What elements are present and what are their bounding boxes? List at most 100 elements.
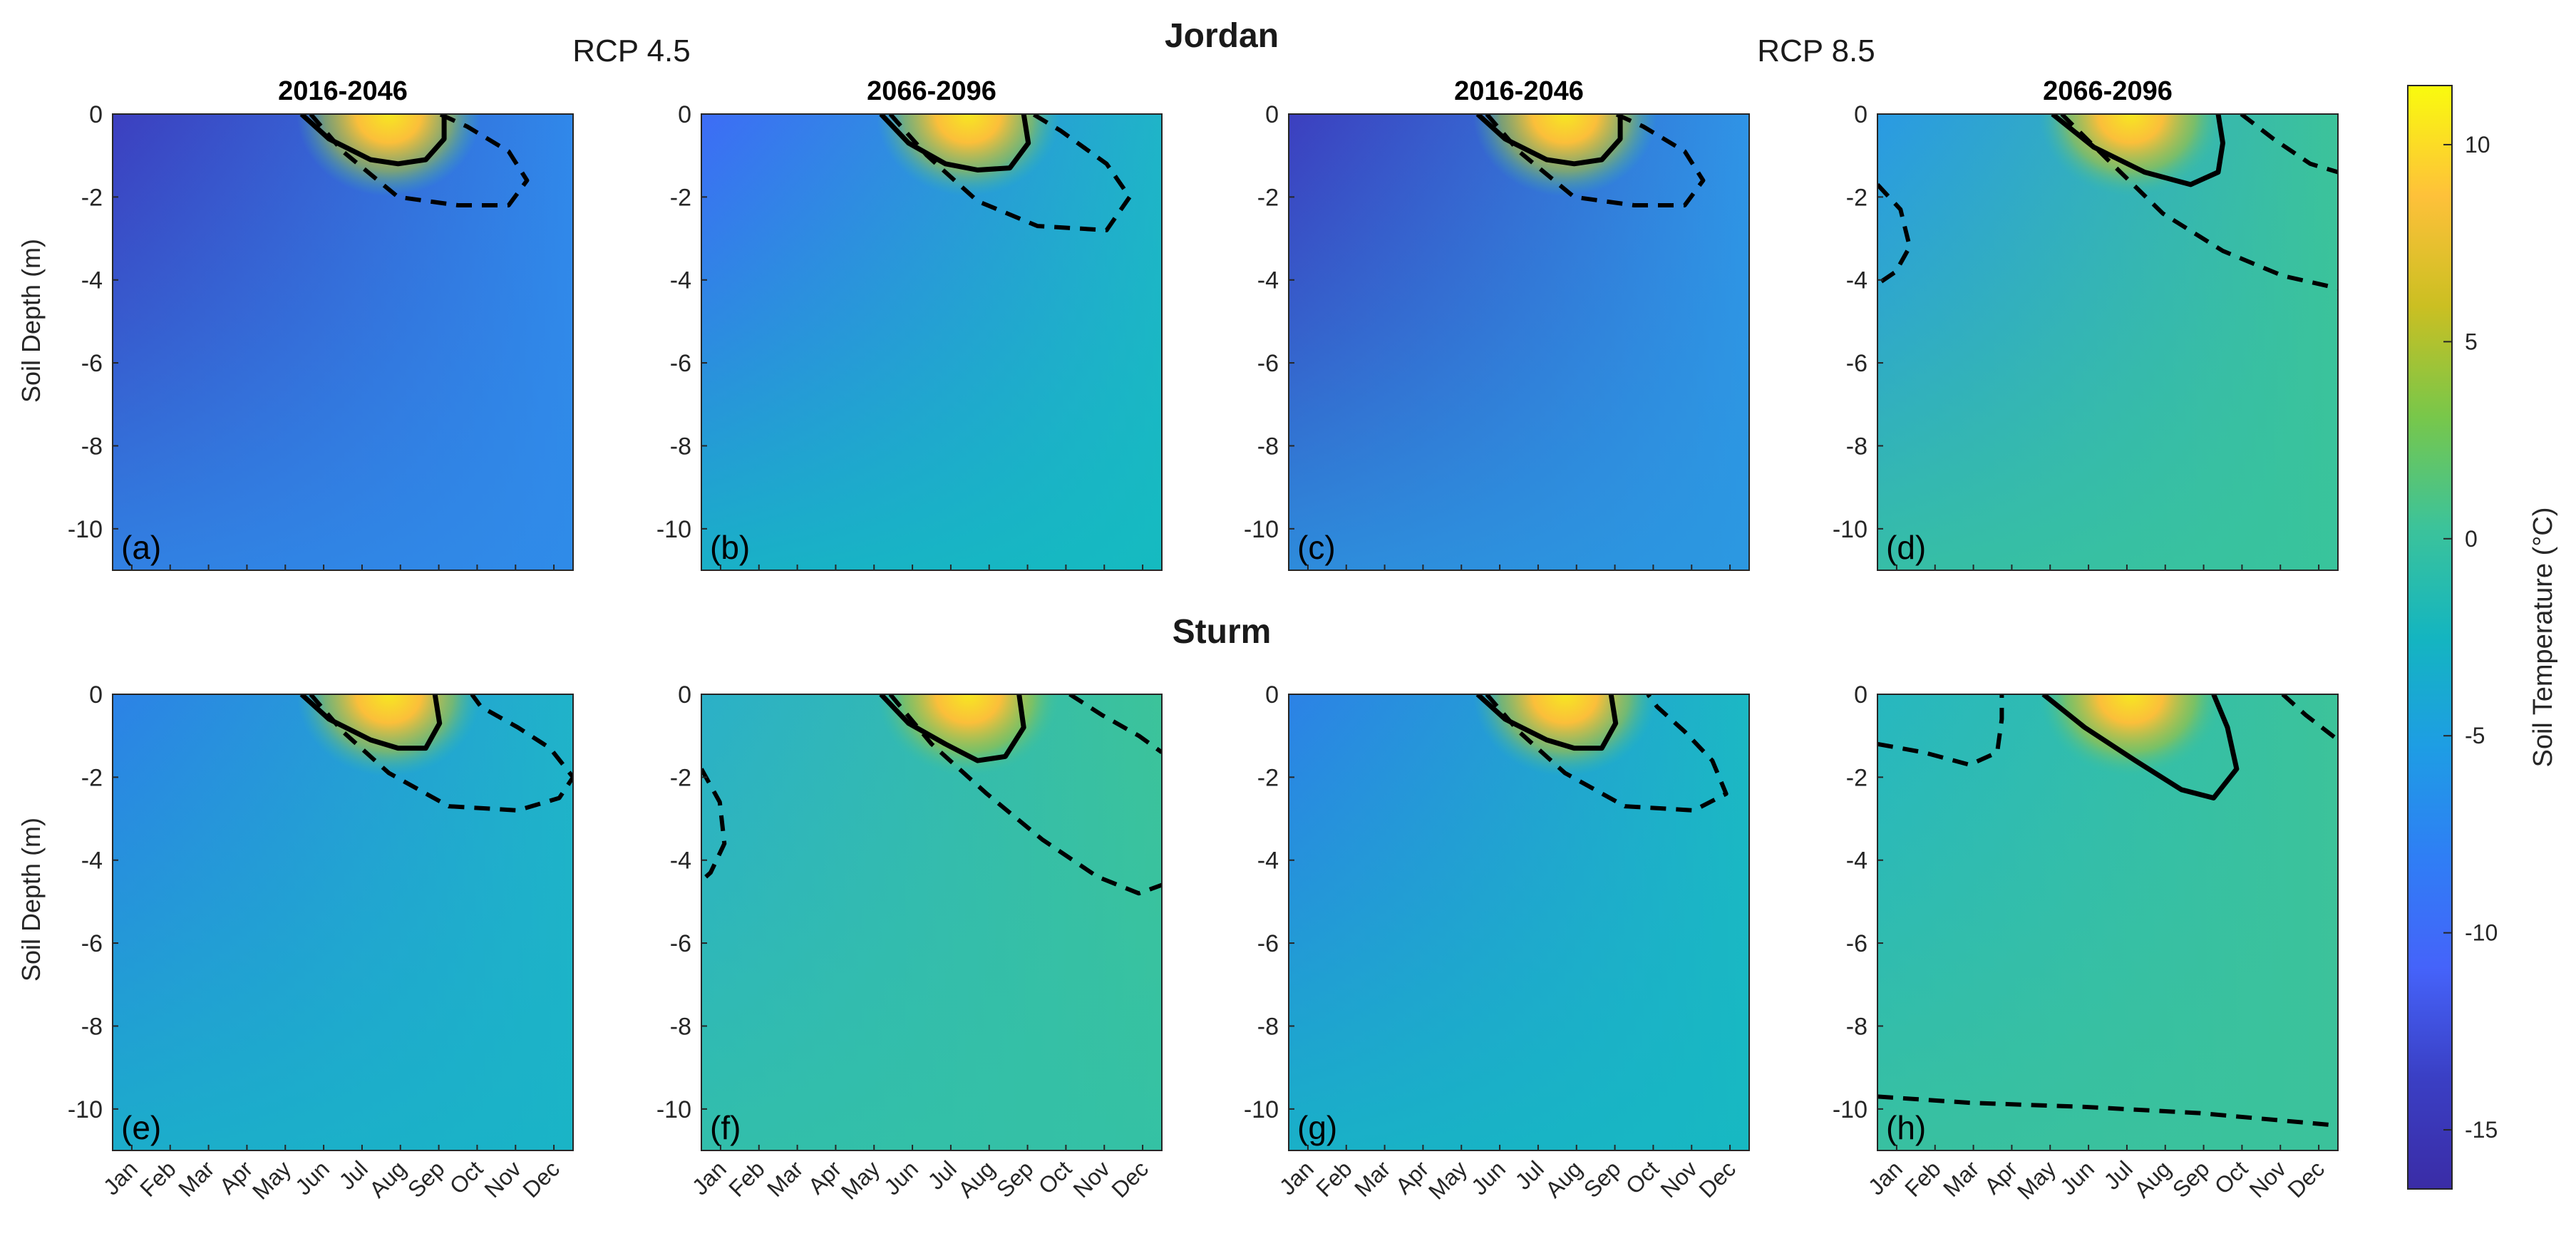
x-tick-label: Jun — [2055, 1155, 2099, 1200]
panel-contours — [876, 114, 1132, 232]
x-tick-label: Sep — [2168, 1155, 2215, 1202]
y-tick-label: 0 — [1265, 101, 1279, 128]
contour-0c-dashed — [1485, 114, 1706, 207]
contour-5c-solid — [299, 114, 447, 167]
panel-grid: (a) 2016-2046 0 -2 -4 -6 -8 -10 (b) 2066-2096 0 -2 -… — [68, 76, 2339, 1205]
panel-d: (d) 2066-2096 0 -2 -4 -6 -8 -10 — [1833, 76, 2339, 571]
y-tick-label: 0 — [89, 101, 103, 128]
warm-anomaly — [1473, 114, 1657, 197]
y-tick-label: -6 — [1257, 350, 1279, 377]
panel-b: (b) 2066-2096 0 -2 -4 -6 -8 -10 — [656, 76, 1163, 571]
contour-5c-solid — [2041, 694, 2240, 800]
x-tick-label: Feb — [723, 1155, 769, 1201]
panel-heatmap-depth-shade — [1289, 694, 1749, 1150]
contour-5c-solid — [879, 694, 1026, 763]
colorbar-label: Soil Temperature (°C) — [2528, 507, 2558, 767]
column-title: 2016-2046 — [278, 76, 408, 106]
y-tick-label: -4 — [1846, 267, 1867, 294]
panel-heatmap-depth-shade — [701, 114, 1162, 570]
scenario-header-rcp45: RCP 4.5 — [572, 34, 691, 68]
x-tick-label: Nov — [1656, 1155, 1703, 1202]
contour-0c-dashed — [309, 114, 530, 207]
x-tick-label: Dec — [1106, 1155, 1153, 1202]
x-tick-label: May — [1423, 1155, 1472, 1204]
x-tick-label: Dec — [2282, 1155, 2329, 1202]
y-tick-label: -10 — [656, 1096, 691, 1123]
x-tick-label: Mar — [1349, 1155, 1396, 1202]
warm-anomaly — [297, 114, 481, 197]
y-tick-label: -2 — [670, 764, 691, 791]
contour-0c-dashed — [1068, 694, 1162, 754]
panel-a: (a) 2016-2046 0 -2 -4 -6 -8 -10 — [68, 76, 574, 571]
contour-5c-solid — [299, 694, 443, 751]
panel-frame — [1877, 113, 2339, 571]
x-tick-label: Sep — [991, 1155, 1039, 1202]
y-tick-label: -6 — [1846, 350, 1867, 377]
x-tick-label: Aug — [953, 1155, 1000, 1202]
warm-anomaly — [1473, 694, 1657, 777]
contour-0c-dashed — [1485, 694, 1729, 813]
x-tick-label: Mar — [173, 1155, 220, 1202]
warm-anomaly — [876, 694, 1061, 777]
colorbar-tick-label: 5 — [2465, 329, 2478, 354]
y-tick-label: -8 — [1257, 433, 1279, 460]
y-tick-label: -2 — [81, 764, 103, 791]
panel-frame — [701, 113, 1163, 571]
column-title: 2066-2096 — [2043, 76, 2173, 106]
y-tick-label: 0 — [1854, 681, 1867, 709]
contour-0c-dashed — [888, 114, 1132, 232]
x-tick-label: Feb — [1311, 1155, 1356, 1201]
y-tick-label: -8 — [1257, 1013, 1279, 1040]
y-tick-label: -4 — [81, 267, 103, 294]
colorbar-tick-label: -15 — [2465, 1117, 2498, 1143]
panel-frame — [112, 694, 574, 1151]
warm-anomaly — [297, 694, 481, 777]
panel-frame — [112, 113, 574, 571]
x-tick-label: Jan — [1274, 1155, 1319, 1200]
y-tick-label: -8 — [81, 1013, 103, 1040]
panel-contours — [1473, 114, 1706, 207]
y-tick-label: -2 — [1257, 184, 1279, 211]
contour-5c-solid — [879, 114, 1031, 172]
contour-0c-dashed — [888, 694, 1162, 896]
x-tick-label: Oct — [445, 1155, 488, 1199]
panel-contours — [1877, 114, 2338, 291]
warm-anomaly — [2039, 694, 2223, 777]
contour-0c-dashed — [701, 768, 727, 883]
y-tick-label: -6 — [670, 930, 691, 957]
contour-5c-solid — [2051, 114, 2225, 187]
y-tick-label: 0 — [1854, 101, 1867, 128]
panel-label: (g) — [1297, 1109, 1337, 1146]
panel-label: (f) — [710, 1109, 741, 1146]
x-tick-label: Jan — [1863, 1155, 1907, 1200]
y-tick-label: -6 — [81, 350, 103, 377]
column-title: 2016-2046 — [1454, 76, 1584, 106]
column-title: 2066-2096 — [867, 76, 996, 106]
y-tick-label: -10 — [656, 516, 691, 543]
x-tick-label: Nov — [480, 1155, 527, 1202]
x-tick-label: Jul — [2098, 1155, 2137, 1194]
y-tick-label: -4 — [670, 848, 691, 875]
colorbar-tick-label: -10 — [2465, 920, 2498, 946]
y-tick-label: -8 — [81, 433, 103, 460]
panel-label: (b) — [710, 529, 750, 566]
panel-contours — [1473, 694, 1729, 813]
y-tick-label: -10 — [68, 1096, 103, 1123]
y-tick-label: -6 — [1846, 930, 1867, 957]
y-tick-label: -10 — [68, 516, 103, 543]
x-tick-label: May — [836, 1155, 885, 1204]
contour-0c-dashed — [2281, 694, 2338, 742]
panel-contours — [297, 694, 573, 813]
colorbar-tick-label: 0 — [2465, 526, 2478, 552]
x-tick-label: Aug — [1540, 1155, 1587, 1202]
y-tick-label: -10 — [1244, 1096, 1279, 1123]
colorbar: 10 5 0 -5 -10 -15 Soil Temperature (°C) — [2407, 85, 2558, 1190]
y-tick-label: -8 — [1846, 433, 1867, 460]
y-axis-label-bottom: Soil Depth (m) — [16, 818, 46, 982]
y-tick-label: -2 — [1846, 184, 1867, 211]
panel-frame — [1288, 113, 1750, 571]
